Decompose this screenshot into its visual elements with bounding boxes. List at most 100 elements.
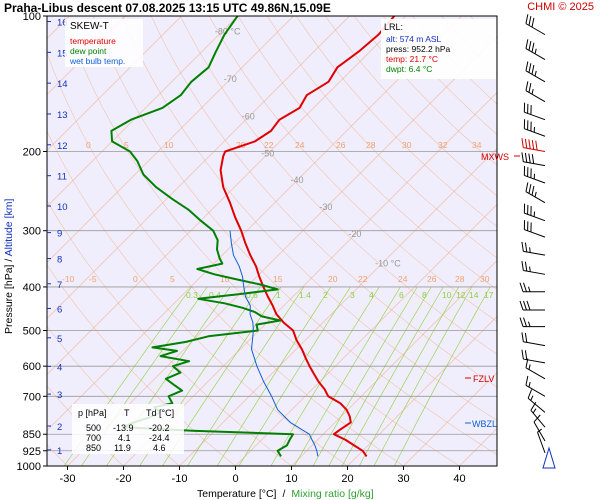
pressure-tick-label: 850 xyxy=(23,429,41,441)
theta-label: 32 xyxy=(438,140,448,150)
wind-barb-flag xyxy=(526,300,531,311)
legend-title: SKEW-T xyxy=(70,21,109,32)
wind-barb-flag xyxy=(523,300,527,311)
legend-temperature: temperature xyxy=(70,36,116,46)
table-header-td: Td [°C] xyxy=(146,408,174,418)
isotherm-label: -10 °C xyxy=(375,258,401,268)
dry-adiabat-line xyxy=(121,16,497,421)
wind-barb xyxy=(537,428,546,454)
wind-barb-flag xyxy=(525,39,529,49)
dry-adiabat-line xyxy=(557,16,600,466)
x-tick-label: 30 xyxy=(397,473,409,485)
altitude-tick-label: 1 xyxy=(57,446,62,457)
mixing-ratio-label: 0.6 xyxy=(246,290,258,300)
wind-barb xyxy=(525,81,546,103)
pressure-tick-label: 100 xyxy=(23,11,41,23)
wind-barb-half-flag xyxy=(537,428,542,433)
wind-barb-flag xyxy=(527,389,533,399)
wind-barb-staff xyxy=(527,397,546,413)
wind-barb-half-flag xyxy=(531,88,534,95)
wind-barb-staff xyxy=(524,128,546,137)
table-row-500-t: -13.9 xyxy=(113,423,134,433)
copyright-text: CHMI © 2025 xyxy=(527,1,594,13)
pressure-tick-label: 700 xyxy=(23,391,41,403)
mixing-ratio-label: 0.4 xyxy=(209,290,221,300)
dry-adiabat-line xyxy=(295,16,497,228)
wind-barb xyxy=(523,203,546,222)
wind-barb-half-flag xyxy=(529,266,531,272)
theta-label: 10 xyxy=(164,140,174,150)
table-row-500-p: 500 xyxy=(86,423,101,433)
wind-barb-half-flag xyxy=(534,70,537,77)
table-header-p: p [hPa] xyxy=(78,408,107,418)
altitude-tick-label: 4 xyxy=(57,362,62,373)
wind-barb-flag xyxy=(521,261,524,271)
y-axis-title: Pressure [hPa] / Altitude [km] xyxy=(3,199,15,334)
altitude-tick-label: 2 xyxy=(57,422,62,433)
mixing-ratio-label: 2 xyxy=(323,290,328,300)
legend-wetbulb: wet bulb temp. xyxy=(69,56,125,66)
wind-barb-flag xyxy=(528,83,532,93)
wind-barb-flag xyxy=(525,375,529,386)
table-row-850-td: 4.6 xyxy=(153,443,166,453)
wind-barb-staff xyxy=(530,410,546,428)
wind-barb-half-flag xyxy=(530,395,534,401)
wind-barb xyxy=(527,389,546,413)
wind-barb-staff xyxy=(525,70,546,83)
theta-label: 30 xyxy=(402,140,412,150)
theta-label: 34 xyxy=(532,274,542,284)
wind-barb-staff xyxy=(525,367,546,380)
theta-label: 5 xyxy=(170,274,175,284)
page-title: Praha-Libus descent 07.08.2025 13:15 UTC… xyxy=(4,1,331,15)
isotherm-line xyxy=(47,16,462,431)
theta-label: 20 xyxy=(328,274,338,284)
altitude-tick-label: 12 xyxy=(57,141,68,152)
dry-adiabat-line xyxy=(324,16,497,197)
theta-label: 28 xyxy=(455,274,465,284)
table-row-700-p: 700 xyxy=(86,433,101,443)
mixing-ratio-label: 17 xyxy=(484,290,494,300)
wind-barb-flag xyxy=(521,152,524,162)
wind-barb xyxy=(523,119,546,137)
wind-barb-half-flag xyxy=(534,191,537,198)
dry-adiabat-line xyxy=(528,16,600,466)
altitude-tick-label: 14 xyxy=(57,79,68,90)
wind-barb-staff xyxy=(525,191,546,204)
x-axis-title: Temperature [°C] / Mixing ratio [g/kg] xyxy=(197,488,374,500)
wind-barb-flag xyxy=(525,14,529,24)
wind-barb xyxy=(519,282,545,293)
wind-barb xyxy=(525,182,546,204)
wind-barb xyxy=(525,14,546,36)
wind-barb-flag xyxy=(524,152,528,163)
wind-barb-flag xyxy=(535,140,538,151)
mixing-ratio-label: 8 xyxy=(422,290,427,300)
altitude-tick-label: 15 xyxy=(57,48,68,59)
y-axis-title-altitude: Altitude [km] xyxy=(3,199,15,257)
wind-barb-flag xyxy=(528,153,531,164)
isotherm-line xyxy=(47,16,126,95)
wind-barb xyxy=(525,61,546,83)
isotherm-line xyxy=(47,16,182,151)
theta-label: 15 xyxy=(273,274,283,284)
series-wet-bulb-temp-line xyxy=(229,230,319,457)
mixing-ratio-label: 12 xyxy=(456,290,466,300)
isotherm-line xyxy=(291,260,497,466)
wind-barb-flag xyxy=(521,241,524,252)
wind-barb-flag xyxy=(521,138,524,148)
pressure-tick-label: 400 xyxy=(23,282,41,294)
x-axis-title-sep: / xyxy=(282,488,285,500)
wind-barb-staff xyxy=(523,161,546,167)
isotherm-line xyxy=(47,16,238,207)
lrl-temp: temp: 21.7 °C xyxy=(386,54,438,64)
wind-barb-flag xyxy=(524,332,528,343)
wind-barb-half-flag xyxy=(528,321,531,327)
isotherm-line xyxy=(123,92,497,466)
plot-background xyxy=(47,16,497,466)
wind-barb-half-flag xyxy=(534,48,537,54)
theta-label: 30 xyxy=(480,274,490,284)
wind-barb-flag xyxy=(528,63,532,73)
wind-barb xyxy=(521,241,546,256)
lrl-title: LRL: xyxy=(384,22,403,32)
wind-barb-half-flag xyxy=(528,286,531,292)
